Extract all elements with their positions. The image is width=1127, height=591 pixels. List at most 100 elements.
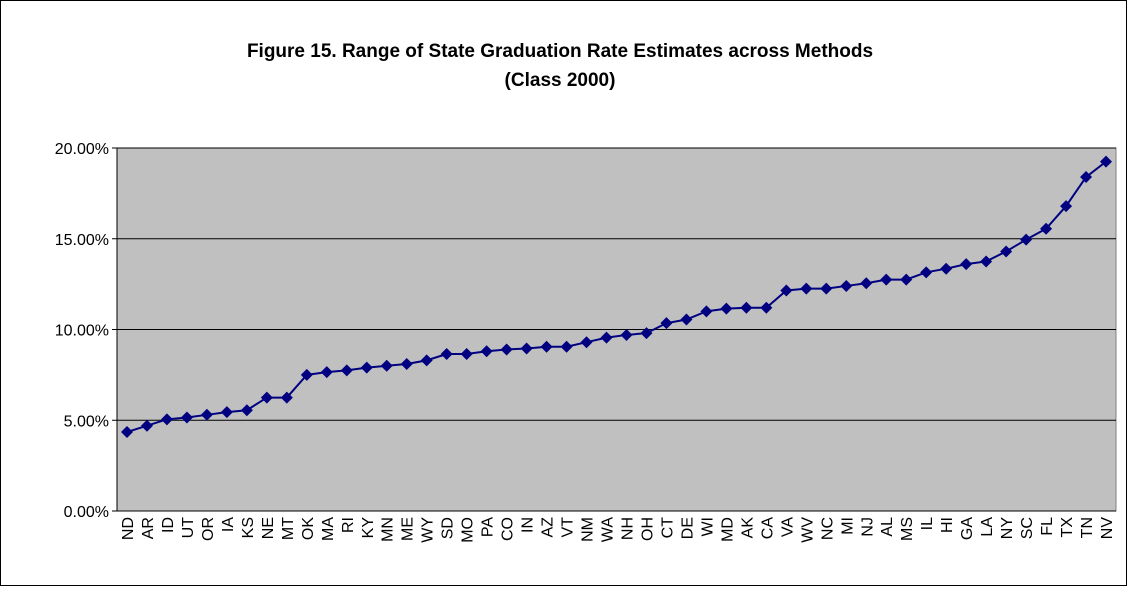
data-point	[1020, 233, 1033, 246]
x-tick-label: LA	[979, 517, 996, 537]
y-tick-label: 10.00%	[55, 323, 109, 340]
data-point	[500, 343, 513, 356]
x-tick-label: IN	[520, 517, 537, 533]
data-point	[280, 391, 293, 404]
data-point	[540, 340, 553, 353]
data-point	[340, 364, 353, 377]
y-tick-label: 5.00%	[64, 413, 109, 430]
y-tick-label: 20.00%	[55, 141, 109, 158]
data-point	[240, 404, 253, 417]
x-tick-label: PA	[480, 517, 497, 537]
x-tick-label: HI	[939, 517, 956, 533]
data-point	[380, 359, 393, 372]
x-tick-label: GA	[959, 517, 976, 540]
x-tick-label: VT	[560, 517, 577, 538]
x-tick-label: OR	[200, 517, 217, 541]
y-tick-label: 15.00%	[55, 232, 109, 249]
x-tick-label: OH	[639, 517, 656, 541]
data-point	[260, 391, 273, 404]
data-point	[440, 348, 453, 361]
chart-title: Figure 15. Range of State Graduation Rat…	[247, 41, 873, 62]
x-tick-label: UT	[180, 517, 197, 539]
data-point	[940, 262, 953, 275]
data-point	[1100, 155, 1113, 168]
data-point	[680, 313, 693, 326]
x-tick-label: SC	[1019, 517, 1036, 539]
x-tick-label: NJ	[859, 517, 876, 537]
data-point	[660, 317, 673, 330]
data-point	[740, 301, 753, 314]
data-point	[480, 345, 493, 358]
data-point	[220, 406, 233, 419]
x-tick-label: OK	[300, 517, 317, 540]
data-point	[360, 361, 373, 374]
x-tick-label: MO	[460, 517, 477, 543]
x-tick-label: SD	[440, 517, 457, 539]
data-point	[600, 331, 613, 344]
data-point	[880, 273, 893, 286]
data-point	[760, 301, 773, 314]
data-point	[720, 302, 733, 315]
data-point	[580, 336, 593, 349]
data-point	[960, 258, 973, 271]
x-tick-label: CA	[759, 517, 776, 540]
data-point	[120, 426, 133, 439]
x-tick-label: CT	[659, 517, 676, 539]
data-point	[140, 419, 153, 432]
data-point	[1040, 222, 1053, 235]
x-tick-label: ME	[400, 517, 417, 541]
x-tick-label: RI	[340, 517, 357, 533]
chart-subtitle: (Class 2000)	[505, 70, 616, 91]
x-tick-label: MA	[320, 517, 337, 541]
y-tick-label: 0.00%	[64, 504, 109, 521]
x-tick-label: AZ	[540, 517, 557, 538]
data-point	[840, 279, 853, 292]
x-tick-label: WV	[799, 517, 816, 543]
x-tick-label: MD	[719, 517, 736, 542]
x-tick-label: ND	[120, 517, 137, 540]
data-point	[160, 413, 173, 426]
x-tick-label: KS	[240, 517, 257, 538]
data-point	[700, 305, 713, 318]
x-tick-label: MN	[380, 517, 397, 542]
x-tick-label: MS	[899, 517, 916, 541]
x-tick-label: NV	[1099, 517, 1116, 540]
x-tick-label: FL	[1039, 517, 1056, 536]
x-tick-label: IA	[220, 517, 237, 532]
x-tick-label: CO	[500, 517, 517, 541]
x-tick-label: NY	[999, 517, 1016, 540]
data-point	[820, 282, 833, 295]
x-tick-label: NH	[619, 517, 636, 540]
data-point	[460, 348, 473, 361]
data-point	[180, 411, 193, 424]
data-point	[780, 284, 793, 297]
x-tick-label: WY	[420, 517, 437, 543]
x-tick-label: KY	[360, 517, 377, 539]
x-tick-label: AK	[739, 517, 756, 539]
x-tick-label: MI	[839, 517, 856, 535]
data-point	[640, 327, 653, 340]
data-point	[1000, 245, 1013, 258]
data-point	[920, 266, 933, 279]
x-tick-label: TX	[1059, 517, 1076, 538]
data-point	[300, 368, 313, 381]
x-tick-label: MT	[280, 517, 297, 540]
x-tick-label: NM	[580, 517, 597, 542]
x-tick-label: ID	[160, 517, 177, 533]
data-point	[1080, 171, 1093, 184]
x-tick-label: IL	[919, 517, 936, 530]
data-point	[320, 366, 333, 379]
data-point	[200, 408, 213, 421]
x-tick-label: TN	[1079, 517, 1096, 538]
data-point	[560, 340, 573, 353]
data-point	[1060, 200, 1073, 213]
x-tick-label: AL	[879, 517, 896, 537]
data-point	[420, 354, 433, 367]
x-tick-label: VA	[779, 517, 796, 537]
data-point	[400, 357, 413, 370]
x-tick-label: WA	[600, 517, 617, 543]
x-tick-label: NC	[819, 517, 836, 540]
x-tick-label: WI	[699, 517, 716, 537]
x-tick-label: DE	[679, 517, 696, 539]
